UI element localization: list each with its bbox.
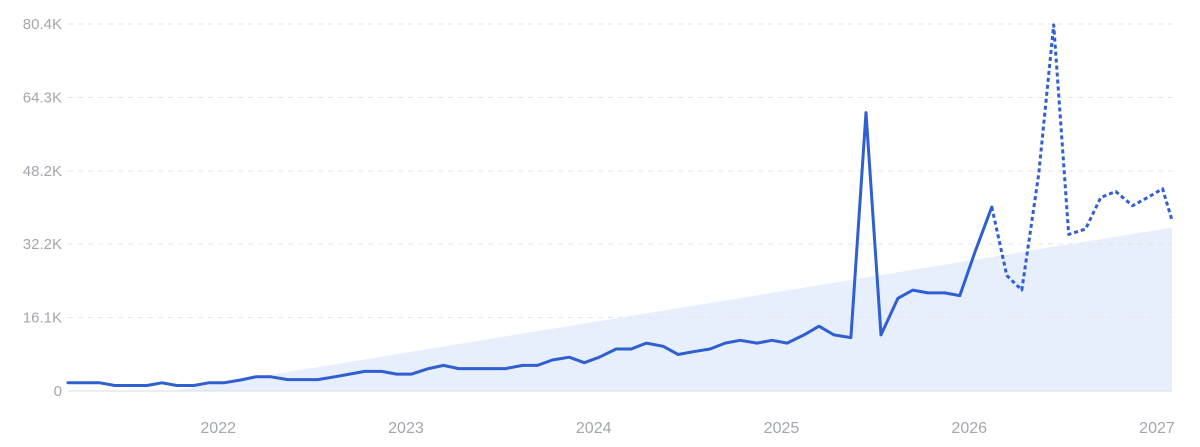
x-tick-label: 2023 [388, 420, 424, 437]
x-axis-ticks: 2022 2023 2024 2025 2026 2027 [200, 420, 1174, 437]
gridlines [68, 23, 1172, 392]
y-axis-ticks: 0 16.1K 32.2K 48.2K 64.3K 80.4K [23, 16, 62, 400]
x-tick-label: 2025 [764, 420, 800, 437]
y-tick-label: 80.4K [23, 16, 62, 33]
y-tick-label: 48.2K [23, 163, 62, 180]
trend-area [171, 227, 1172, 391]
y-tick-label: 64.3K [23, 89, 62, 106]
x-tick-label: 2027 [1139, 420, 1175, 437]
y-tick-label: 32.2K [23, 236, 62, 253]
trend-area-layer [171, 227, 1172, 391]
y-tick-label: 0 [54, 383, 62, 400]
forecast-line [990, 23, 1174, 292]
x-tick-label: 2024 [576, 420, 612, 437]
x-tick-label: 2026 [951, 420, 987, 437]
actual-line [66, 111, 994, 387]
y-tick-label: 16.1K [23, 310, 62, 327]
series-lines [66, 23, 1174, 387]
x-tick-label: 2022 [200, 420, 236, 437]
